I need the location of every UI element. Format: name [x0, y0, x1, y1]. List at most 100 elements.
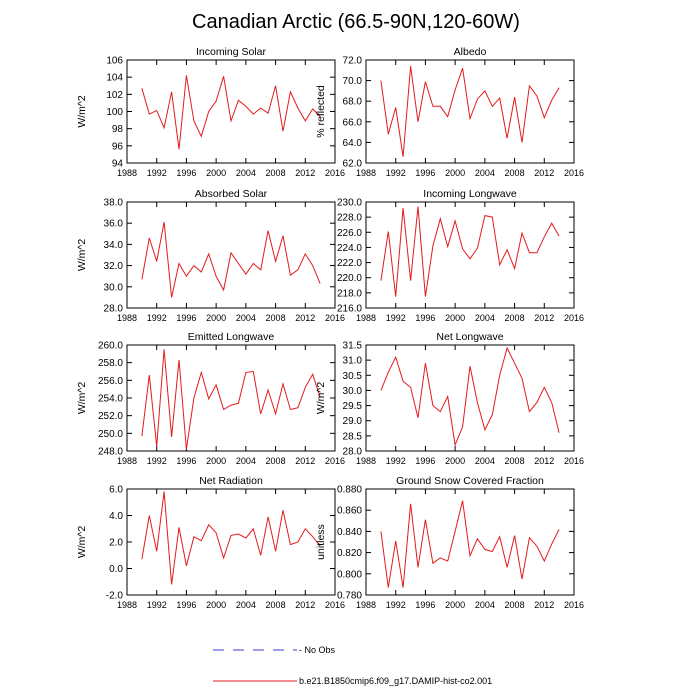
y-tick-label: 256.0	[98, 376, 123, 387]
x-tick-label: 2012	[534, 313, 554, 323]
plot-frame	[126, 344, 336, 452]
x-tick-label: 1996	[415, 313, 435, 323]
y-tick-label: 29.0	[343, 416, 363, 427]
x-tick-label: 2012	[295, 313, 315, 323]
chart-panel: Absorbed Solar W/m^2 28.0 30.0 32.0 34.0 36.0 3…	[76, 188, 345, 323]
y-tick-label: 250.0	[98, 429, 123, 440]
x-tick-label: 2016	[564, 456, 584, 466]
y-tick-label: 66.0	[343, 117, 363, 128]
x-tick-label: 2000	[445, 168, 465, 178]
plot-frame	[365, 344, 575, 452]
y-tick-label: 30.0	[343, 386, 363, 397]
panel-title: Incoming Solar	[196, 46, 267, 58]
y-tick-label: 0.820	[337, 548, 362, 559]
y-tick-label: 252.0	[98, 411, 123, 422]
chart-panel: Incoming Solar W/m^2 94 96 98 100 102 104 106 198…	[76, 46, 345, 178]
plot-frame	[126, 201, 336, 309]
y-tick-label: -2.0	[106, 591, 124, 602]
y-tick-label: 38.0	[104, 198, 124, 209]
series-line	[380, 500, 560, 588]
x-tick-label: 2004	[236, 456, 256, 466]
x-tick-label: 1988	[117, 600, 137, 610]
y-axis-label: W/m^2	[76, 382, 88, 415]
x-tick-label: 2016	[325, 168, 345, 178]
legend-model-label: b.e21.B1850cmip6.f09_g17.DAMIP-hist-co2.…	[299, 676, 492, 686]
x-tick-label: 2012	[534, 168, 554, 178]
panel-title: Incoming Longwave	[423, 188, 517, 200]
y-tick-label: 0.860	[337, 506, 362, 517]
y-axis-label: W/m^2	[315, 382, 327, 415]
y-tick-label: 28.0	[104, 304, 124, 315]
y-tick-label: 228.0	[337, 213, 362, 224]
x-tick-label: 2008	[505, 600, 525, 610]
x-tick-label: 1996	[176, 313, 196, 323]
y-tick-label: 64.0	[343, 138, 363, 149]
y-tick-label: 30.5	[343, 371, 363, 382]
x-tick-label: 2012	[295, 168, 315, 178]
y-tick-label: 0.840	[337, 527, 362, 538]
panels: Incoming Solar W/m^2 94 96 98 100 102 104 106 198…	[76, 46, 584, 610]
x-tick-label: 2000	[445, 313, 465, 323]
series-line	[141, 222, 321, 298]
x-tick-label: 2016	[564, 600, 584, 610]
x-tick-label: 2004	[475, 456, 495, 466]
chart-panel: Albedo % reflected 62.0 64.0 66.0 68.0 70.0 72.…	[315, 46, 584, 178]
legend-obs-label: - No Obs	[299, 645, 336, 655]
x-tick-label: 1992	[147, 456, 167, 466]
y-tick-label: 30.0	[104, 282, 124, 293]
x-tick-label: 2016	[325, 456, 345, 466]
x-tick-label: 1996	[415, 456, 435, 466]
y-tick-label: 28.0	[343, 447, 363, 458]
x-tick-label: 2000	[445, 456, 465, 466]
panel-title: Absorbed Solar	[195, 188, 268, 200]
x-tick-label: 2000	[206, 456, 226, 466]
x-tick-label: 2000	[445, 600, 465, 610]
x-tick-label: 1988	[356, 600, 376, 610]
x-tick-label: 2004	[475, 313, 495, 323]
panel-title: Net Radiation	[199, 475, 263, 487]
x-tick-label: 2016	[325, 313, 345, 323]
y-tick-label: 4.0	[109, 511, 123, 522]
y-tick-label: 222.0	[337, 258, 362, 269]
panel-title: Net Longwave	[436, 331, 503, 343]
figure-title: Canadian Arctic (66.5-90N,120-60W)	[192, 11, 520, 33]
x-tick-label: 2000	[206, 600, 226, 610]
y-tick-label: 6.0	[109, 485, 123, 496]
y-tick-label: 31.0	[343, 356, 363, 367]
chart-panel: Incoming Longwave 216.0 218.0 220.0 222.0 224…	[337, 188, 584, 323]
y-tick-label: 0.880	[337, 485, 362, 496]
x-tick-label: 2000	[206, 313, 226, 323]
x-tick-label: 2008	[266, 168, 286, 178]
y-tick-label: 104	[106, 73, 123, 84]
y-tick-label: 254.0	[98, 394, 123, 405]
x-tick-label: 1992	[386, 313, 406, 323]
y-tick-label: 31.5	[343, 341, 363, 352]
panel-title: Emitted Longwave	[188, 331, 275, 343]
x-tick-label: 1988	[356, 168, 376, 178]
y-tick-label: 106	[106, 56, 123, 67]
x-tick-label: 1992	[147, 600, 167, 610]
x-tick-label: 2012	[295, 600, 315, 610]
y-axis-label: W/m^2	[76, 526, 88, 559]
y-tick-label: 248.0	[98, 447, 123, 458]
x-tick-label: 1988	[356, 313, 376, 323]
x-tick-label: 1988	[117, 313, 137, 323]
x-tick-label: 2016	[564, 168, 584, 178]
x-tick-label: 1992	[147, 168, 167, 178]
x-tick-label: 2008	[505, 168, 525, 178]
x-tick-label: 1988	[117, 456, 137, 466]
x-tick-label: 1996	[176, 456, 196, 466]
y-tick-label: 62.0	[343, 159, 363, 170]
y-axis-label: unitless	[315, 524, 327, 560]
y-tick-label: 230.0	[337, 198, 362, 209]
chart-panel: Ground Snow Covered Fraction unitless 0.78…	[315, 475, 584, 610]
y-tick-label: 102	[106, 90, 123, 101]
x-tick-label: 2008	[266, 600, 286, 610]
y-tick-label: 28.5	[343, 431, 363, 442]
y-axis-label: % reflected	[315, 85, 327, 138]
y-tick-label: 100	[106, 107, 123, 118]
x-tick-label: 1988	[356, 456, 376, 466]
plot-frame	[365, 201, 575, 309]
x-tick-label: 1992	[386, 600, 406, 610]
